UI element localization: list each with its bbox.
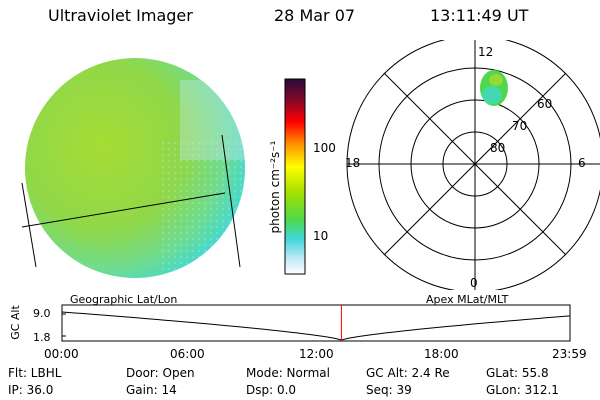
glat-status: GLat: 55.8 <box>486 366 549 380</box>
timeline-ytick-high: 9.0 <box>33 307 51 320</box>
glon-status: GLon: 312.1 <box>486 383 559 397</box>
xtick-1800: 18:00 <box>424 347 459 361</box>
earth-disk <box>25 58 245 278</box>
colorbar <box>284 78 306 275</box>
colorbar-tick-10: 10 <box>313 229 329 243</box>
polar-plot <box>346 40 600 290</box>
limb-line-right <box>221 134 241 268</box>
mode-status: Mode: Normal <box>246 366 330 380</box>
door-status: Door: Open <box>126 366 195 380</box>
xtick-1200: 12:00 <box>299 347 334 361</box>
gain-status: Gain: 14 <box>126 383 177 397</box>
mlt-label-12: 12 <box>478 45 494 59</box>
earth-image-panel <box>21 58 245 278</box>
date-label: 28 Mar 07 <box>274 6 356 25</box>
dsp-status: Dsp: 0.0 <box>246 383 297 397</box>
altitude-timeline[interactable] <box>60 304 574 344</box>
xtick-0600: 06:00 <box>170 347 205 361</box>
xtick-2359: 23:59 <box>552 347 587 361</box>
seq-status: Seq: 39 <box>366 383 412 397</box>
ip-status: IP: 36.0 <box>8 383 54 397</box>
terminator-line <box>21 192 226 228</box>
colorbar-unit-label: photon cm⁻²s⁻¹ <box>268 140 282 234</box>
limb-line-left <box>21 182 37 268</box>
mlt-label-18: 18 <box>345 156 361 170</box>
mlt-label-6: 6 <box>578 156 586 170</box>
lat-label-80: 80 <box>490 141 506 155</box>
timeline-ytick-low: 1.8 <box>33 331 51 344</box>
altitude-curve <box>61 311 571 341</box>
mlt-label-0: 0 <box>470 276 478 290</box>
lat-label-70: 70 <box>512 119 528 133</box>
timeline-right-title: Apex MLat/MLT <box>426 293 509 306</box>
colorbar-tick-100: 100 <box>313 141 336 155</box>
time-label: 13:11:49 UT <box>430 6 529 25</box>
app-title: Ultraviolet Imager <box>48 6 193 25</box>
filter-status: Flt: LBHL <box>8 366 62 380</box>
timeline-left-title: Geographic Lat/Lon <box>70 293 178 306</box>
xtick-0000: 00:00 <box>44 347 79 361</box>
gc-alt-status: GC Alt: 2.4 Re <box>366 366 450 380</box>
lat-label-60: 60 <box>537 97 553 111</box>
timeline-axis-label: GC Alt <box>8 305 22 340</box>
